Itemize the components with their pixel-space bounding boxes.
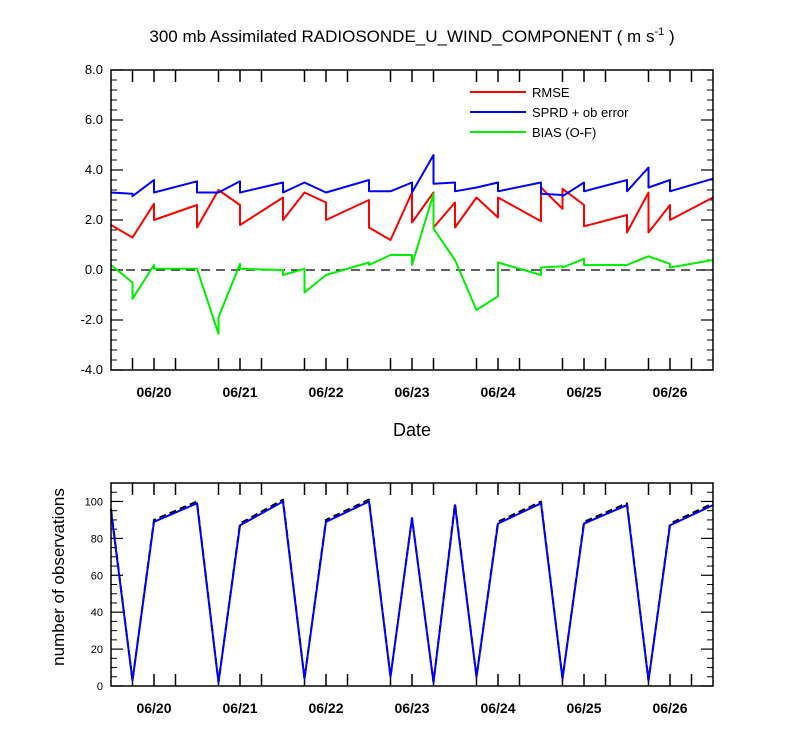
- series-line-bias-o-f: [110, 192, 714, 335]
- top-x-tick-labels: 06/20 06/21 06/22 06/23 06/24 06/25 06/26: [136, 384, 687, 400]
- top-series-layer: [110, 154, 714, 335]
- x-tick-label: 06/26: [652, 384, 687, 400]
- x-tick-label: 06/24: [480, 700, 515, 716]
- y-tick-label: 40: [91, 607, 103, 619]
- series-line-observations: [110, 500, 714, 684]
- x-tick-label: 06/20: [136, 700, 171, 716]
- bottom-plot-frame: [110, 482, 714, 687]
- y-tick-label: 80: [91, 533, 103, 545]
- x-tick-label: 06/20: [136, 384, 171, 400]
- y-tick-label: 8.0: [85, 62, 103, 77]
- x-axis-label: Date: [393, 420, 431, 440]
- chart-title-end: ): [664, 27, 674, 46]
- top-panel: -4.0-2.00.02.04.06.08.0 06/20 06/21 06/22 0…: [81, 62, 714, 440]
- legend: RMSE SPRD + ob error BIAS (O-F): [470, 85, 629, 140]
- x-tick-label: 06/22: [308, 384, 343, 400]
- legend-label-bias-o-f: BIAS (O-F): [532, 125, 596, 140]
- chart-title-main: 300 mb Assimilated RADIOSONDE_U_WIND_COM…: [149, 27, 654, 46]
- x-tick-label: 06/25: [566, 700, 601, 716]
- y-tick-label: 100: [85, 496, 103, 508]
- chart-title-superscript: -1: [654, 26, 664, 38]
- y-tick-label: 20: [91, 644, 103, 656]
- series-line-observations-dashed: [110, 498, 714, 684]
- y-tick-label: 60: [91, 570, 103, 582]
- y-tick-label: 0: [97, 681, 103, 693]
- x-tick-label: 06/23: [394, 700, 429, 716]
- bottom-y-tick-labels: 0 20 40 60 80 100: [85, 496, 103, 693]
- x-tick-label: 06/25: [566, 384, 601, 400]
- y-axis-label: number of observations: [49, 488, 68, 666]
- y-tick-label: 4.0: [85, 162, 103, 177]
- x-tick-label: 06/21: [222, 384, 257, 400]
- series-line-rmse: [110, 186, 714, 241]
- legend-label-rmse: RMSE: [532, 85, 570, 100]
- x-tick-label: 06/22: [308, 700, 343, 716]
- bottom-x-tick-labels: 06/20 06/21 06/22 06/23 06/24 06/25 06/26: [136, 700, 687, 716]
- x-tick-label: 06/23: [394, 384, 429, 400]
- x-tick-label: 06/24: [480, 384, 515, 400]
- bottom-tick-layer: [111, 482, 713, 687]
- y-tick-label: -2.0: [81, 312, 103, 327]
- legend-label-sprd-ob-error: SPRD + ob error: [532, 105, 629, 120]
- y-tick-label: -4.0: [81, 362, 103, 377]
- series-line-sprd-ob-error: [110, 154, 714, 198]
- x-tick-label: 06/26: [652, 700, 687, 716]
- y-tick-label: 0.0: [85, 262, 103, 277]
- top-y-tick-labels: -4.0 -2.0 0.0 2.0 4.0 6.0 8.0: [81, 62, 103, 377]
- y-tick-label: 6.0: [85, 112, 103, 127]
- y-tick-label: 2.0: [85, 212, 103, 227]
- x-tick-label: 06/21: [222, 700, 257, 716]
- top-plot-frame: [110, 69, 714, 371]
- bottom-series-layer: [110, 498, 714, 684]
- chart-title: 300 mb Assimilated RADIOSONDE_U_WIND_COM…: [149, 26, 674, 46]
